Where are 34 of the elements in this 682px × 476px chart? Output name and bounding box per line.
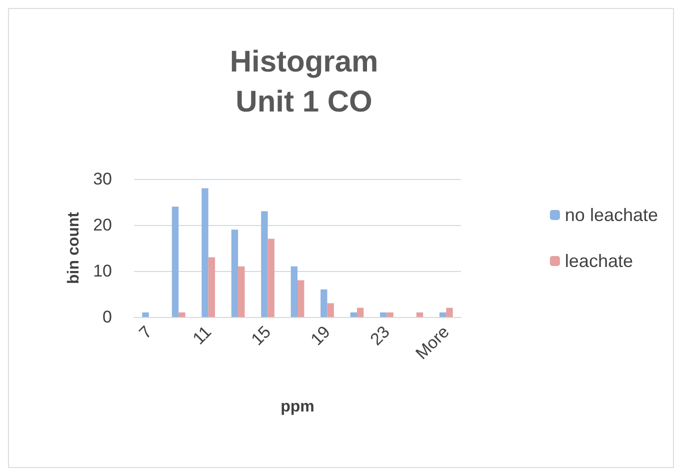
bar: [298, 280, 304, 317]
bar: [142, 312, 149, 317]
y-tick-label: 20: [93, 216, 112, 234]
bar: [208, 257, 216, 317]
bar: [238, 266, 245, 317]
bar: [416, 312, 424, 317]
bar: [290, 266, 298, 317]
y-tick-label: 30: [93, 170, 112, 188]
bar: [350, 312, 357, 317]
y-tick-label: 0: [102, 308, 112, 326]
bar: [439, 312, 446, 317]
x-tick-label: 7: [135, 322, 156, 342]
bar: [202, 188, 208, 317]
bar: [386, 312, 394, 317]
bar: [172, 206, 179, 317]
bar: [327, 303, 334, 317]
x-tick-label: 11: [189, 322, 216, 348]
bar: [231, 230, 238, 317]
bar: [268, 238, 274, 317]
y-axis-title: bin count: [66, 211, 82, 284]
legend-label: leachate: [564, 251, 633, 271]
x-tick-label: 15: [248, 322, 274, 350]
bar: [356, 308, 364, 317]
bar: [320, 289, 328, 317]
y-tick-label: 10: [93, 262, 112, 280]
x-tick-label: 23: [366, 322, 394, 350]
bar: [380, 312, 387, 317]
legend-label: no leachate: [564, 205, 658, 225]
x-axis-title: ppm: [280, 398, 314, 416]
bar: [178, 312, 186, 317]
bar: [446, 308, 453, 317]
x-tick-label: 19: [307, 322, 334, 350]
chart-title: Histogram Unit 1 CO: [230, 46, 378, 118]
bar: [261, 211, 268, 317]
